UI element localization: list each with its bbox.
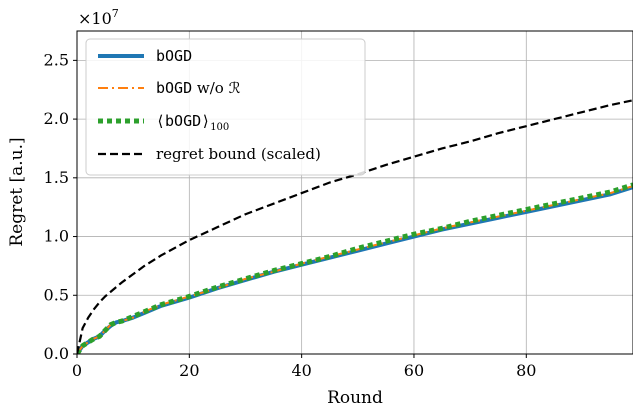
series-layer: [77, 99, 633, 354]
y-tick-label: 0.5: [44, 285, 69, 304]
plot-frame: [76, 30, 633, 355]
legend-label-regret-bound: regret bound (scaled): [156, 145, 321, 163]
legend: bOGD bOGD w/o ℛ ⟨bOGD⟩100 regret bound (…: [85, 38, 366, 176]
series-line-regret-bound: [77, 99, 633, 354]
y-tick-label: 2.0: [44, 109, 69, 128]
series-line-bogd: [77, 185, 633, 354]
series-line-bogd-wo-r: [77, 185, 633, 354]
legend-label-bogd-mono: bOGD: [156, 47, 192, 65]
legend-label-bogd-avg-mono: ⟨bOGD⟩: [156, 112, 210, 130]
x-tick-label: 60: [404, 361, 424, 380]
y-tick-label: 1.0: [44, 227, 69, 246]
legend-label-bogd-wo-r-suffix: w/o ℛ: [192, 79, 240, 97]
x-tick-label: 20: [179, 361, 199, 380]
legend-label-bogd-wo-r-mono: bOGD: [156, 79, 192, 97]
legend-label-bogd-avg-subscript: 100: [210, 122, 229, 133]
y-offset-base: ×10: [78, 9, 112, 28]
series-line-bogd-avg: [77, 182, 633, 354]
y-offset-exponent: 7: [112, 7, 119, 20]
legend-frame: [85, 38, 366, 176]
x-axis-ticks: 0 20 40 60 80: [72, 354, 536, 380]
x-tick-label: 40: [291, 361, 311, 380]
y-tick-label: 1.5: [44, 168, 69, 187]
legend-label-bogd-avg: ⟨bOGD⟩100: [156, 112, 229, 133]
y-axis-ticks: 0.0 0.5 1.0 1.5 2.0 2.5: [44, 50, 77, 363]
x-tick-label: 80: [516, 361, 536, 380]
y-tick-label: 2.5: [44, 50, 69, 69]
legend-label-bogd-wo-r: bOGD w/o ℛ: [156, 79, 241, 97]
y-tick-label: 0.0: [44, 344, 69, 363]
y-axis-label: Regret [a.u.]: [7, 137, 27, 246]
y-offset-label: ×107: [78, 7, 119, 28]
x-tick-label: 0: [72, 361, 82, 380]
x-axis-label: Round: [327, 388, 383, 408]
legend-label-bogd: bOGD: [156, 47, 192, 65]
